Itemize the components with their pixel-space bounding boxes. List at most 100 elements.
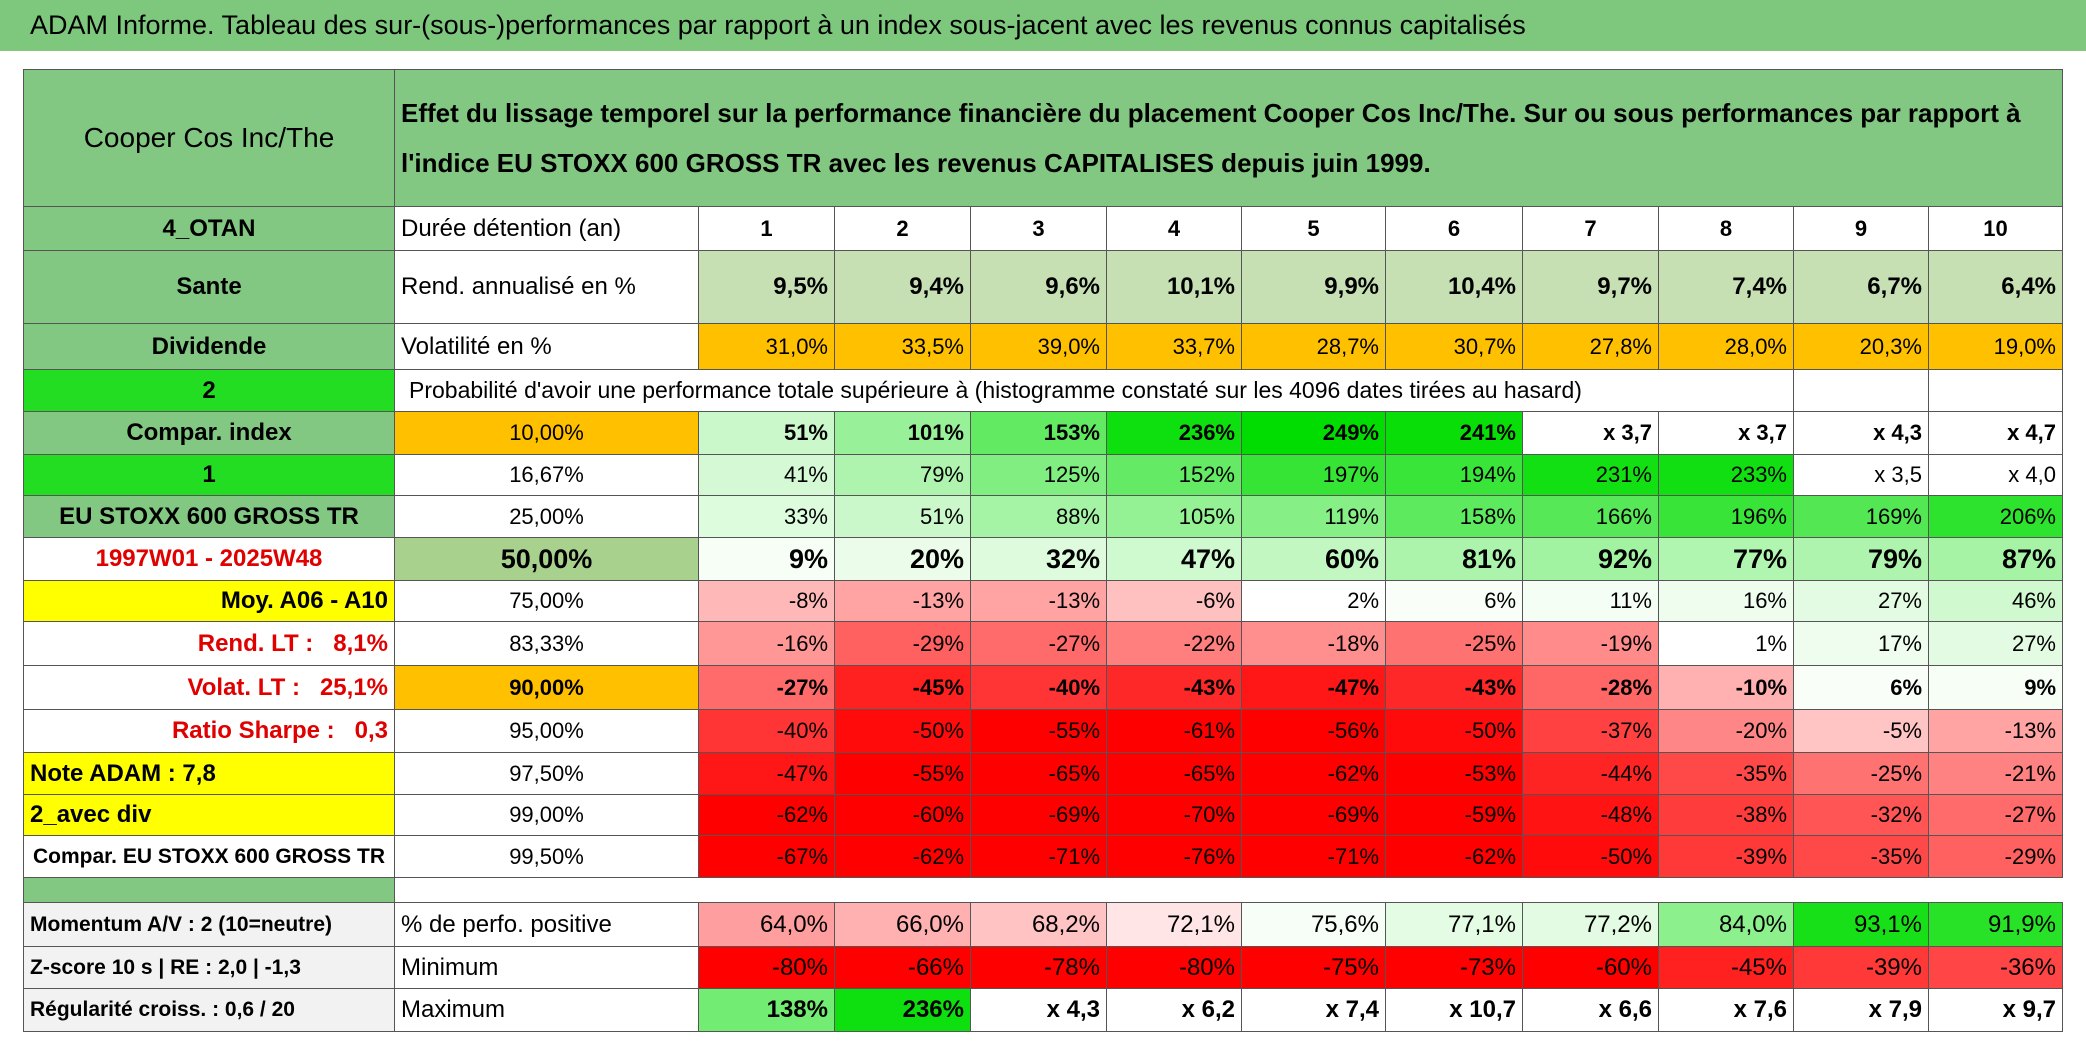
value-cell: x 6,6 <box>1522 988 1659 1032</box>
value-cell: 241% <box>1385 411 1523 455</box>
value-cell: 2 <box>834 206 971 251</box>
row-label: 2 <box>23 369 395 412</box>
value-cell: -36% <box>1928 946 2063 989</box>
value-cell: -25% <box>1385 621 1523 666</box>
value-cell: -71% <box>1241 835 1386 878</box>
value-cell: x 3,5 <box>1793 454 1929 496</box>
value-cell: 9,5% <box>698 250 835 324</box>
value-cell: -65% <box>1106 752 1242 795</box>
value-cell: 169% <box>1793 495 1929 538</box>
value-cell: 197% <box>1241 454 1386 496</box>
value-cell: 60% <box>1241 537 1386 581</box>
row-header: Rend. annualisé en % <box>394 250 699 324</box>
value-cell: 81% <box>1385 537 1523 581</box>
value-cell: -70% <box>1106 794 1242 836</box>
value-cell: -56% <box>1241 709 1386 753</box>
value-cell: 9% <box>698 537 835 581</box>
value-cell: 9,9% <box>1241 250 1386 324</box>
value-cell: -78% <box>970 946 1107 989</box>
value-cell: 236% <box>1106 411 1242 455</box>
value-cell: 75,6% <box>1241 902 1386 947</box>
row-label: 2_avec div <box>23 794 395 836</box>
value-cell: 101% <box>834 411 971 455</box>
value-cell: 68,2% <box>970 902 1107 947</box>
value-cell: x 4,0 <box>1928 454 2063 496</box>
value-cell: x 10,7 <box>1385 988 1523 1032</box>
value-cell: 158% <box>1385 495 1523 538</box>
value-cell: -62% <box>1241 752 1386 795</box>
description: Effet du lissage temporel sur la perform… <box>394 69 2063 207</box>
value-cell: 194% <box>1385 454 1523 496</box>
row-header: Maximum <box>394 988 699 1032</box>
row-label: Note ADAM : 7,8 <box>23 752 395 795</box>
value-cell: 6,4% <box>1928 250 2063 324</box>
row-header: 95,00% <box>394 709 699 753</box>
value-cell: 231% <box>1522 454 1659 496</box>
value-cell: 79% <box>1793 537 1929 581</box>
value-cell: 66,0% <box>834 902 971 947</box>
value-cell: 119% <box>1241 495 1386 538</box>
value-cell: x 4,3 <box>1793 411 1929 455</box>
value-cell: -60% <box>1522 946 1659 989</box>
value-cell: 51% <box>834 495 971 538</box>
title: ADAM Informe. Tableau des sur-(sous-)per… <box>0 0 2086 51</box>
value-cell: x 4,7 <box>1928 411 2063 455</box>
value-cell: -39% <box>1793 946 1929 989</box>
value-cell: -27% <box>970 621 1107 666</box>
value-cell: -71% <box>970 835 1107 878</box>
value-cell: -73% <box>1385 946 1523 989</box>
value-cell: -66% <box>834 946 971 989</box>
value-cell: -69% <box>970 794 1107 836</box>
value-cell: -21% <box>1928 752 2063 795</box>
value-cell: x 6,2 <box>1106 988 1242 1032</box>
value-cell: 31,0% <box>698 323 835 370</box>
row-label: 1 <box>23 454 395 496</box>
value-cell: 10 <box>1928 206 2063 251</box>
value-cell: 206% <box>1928 495 2063 538</box>
value-cell: 9,7% <box>1522 250 1659 324</box>
row-header: 90,00% <box>394 665 699 710</box>
value-cell: 77,2% <box>1522 902 1659 947</box>
value-cell: 9,6% <box>970 250 1107 324</box>
value-cell: -39% <box>1658 835 1794 878</box>
value-cell: -40% <box>970 665 1107 710</box>
value-cell: x 7,4 <box>1241 988 1386 1032</box>
value-cell: 64,0% <box>698 902 835 947</box>
row-label: Sante <box>23 250 395 324</box>
row-header: 50,00% <box>394 537 699 581</box>
value-cell: 11% <box>1522 580 1659 622</box>
value-cell: 88% <box>970 495 1107 538</box>
value-cell: 41% <box>698 454 835 496</box>
value-cell: x 3,7 <box>1522 411 1659 455</box>
empty-cell <box>1793 369 1929 412</box>
value-cell: 7,4% <box>1658 250 1794 324</box>
value-cell: -62% <box>1385 835 1523 878</box>
row-header: Durée détention (an) <box>394 206 699 251</box>
value-cell: -50% <box>1522 835 1659 878</box>
value-cell: 93,1% <box>1793 902 1929 947</box>
value-cell: 79% <box>834 454 971 496</box>
value-cell: -43% <box>1385 665 1523 710</box>
value-cell: x 3,7 <box>1658 411 1794 455</box>
value-cell: 2% <box>1241 580 1386 622</box>
value-cell: 46% <box>1928 580 2063 622</box>
value-cell: 91,9% <box>1928 902 2063 947</box>
row-label: Compar. index <box>23 411 395 455</box>
value-cell: 33% <box>698 495 835 538</box>
value-cell: -48% <box>1522 794 1659 836</box>
value-cell: -35% <box>1793 835 1929 878</box>
value-cell: -80% <box>1106 946 1242 989</box>
value-cell: -20% <box>1658 709 1794 753</box>
value-cell: 16% <box>1658 580 1794 622</box>
value-cell: 7 <box>1522 206 1659 251</box>
section-label: Probabilité d'avoir une performance tota… <box>394 369 1794 412</box>
value-cell: 166% <box>1522 495 1659 538</box>
value-cell: 249% <box>1241 411 1386 455</box>
value-cell: -69% <box>1241 794 1386 836</box>
value-cell: 20% <box>834 537 971 581</box>
value-cell: -19% <box>1522 621 1659 666</box>
value-cell: -35% <box>1658 752 1794 795</box>
value-cell: 9 <box>1793 206 1929 251</box>
row-header: 16,67% <box>394 454 699 496</box>
value-cell: -28% <box>1522 665 1659 710</box>
